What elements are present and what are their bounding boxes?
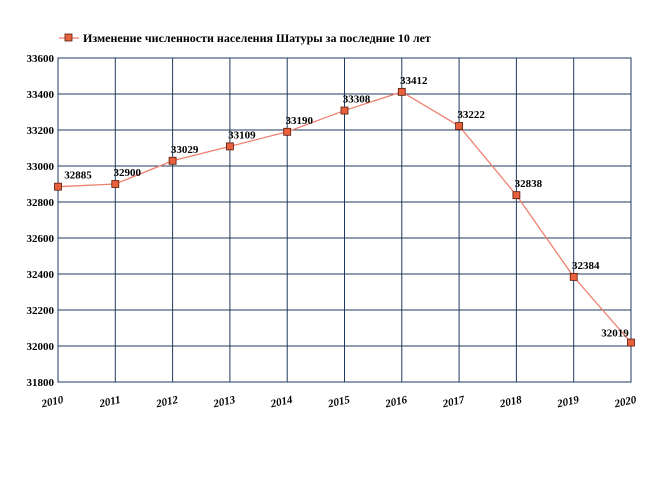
data-label: 33222 bbox=[457, 109, 485, 121]
data-point bbox=[512, 191, 521, 200]
x-tick-label: 2015 bbox=[326, 394, 351, 411]
data-point bbox=[569, 272, 578, 281]
data-label: 32019 bbox=[601, 328, 629, 340]
y-tick-label: 33200 bbox=[27, 125, 55, 137]
data-point bbox=[54, 182, 62, 191]
data-point bbox=[225, 142, 234, 151]
y-tick-label: 31800 bbox=[27, 377, 55, 389]
data-label: 32838 bbox=[515, 178, 543, 190]
data-point bbox=[111, 180, 120, 188]
data-label: 32900 bbox=[114, 167, 142, 179]
x-tick-label: 2016 bbox=[383, 394, 408, 411]
data-label: 32885 bbox=[64, 170, 92, 182]
legend-label: Изменение численности населения Шатуры з… bbox=[83, 31, 431, 45]
y-tick-label: 32600 bbox=[27, 233, 55, 245]
x-tick-label: 2013 bbox=[211, 394, 236, 411]
y-tick-label: 33600 bbox=[27, 53, 55, 65]
x-tick-label: 2020 bbox=[613, 394, 638, 411]
legend-marker bbox=[64, 33, 73, 42]
data-label: 33190 bbox=[285, 115, 313, 127]
y-tick-label: 32400 bbox=[27, 269, 55, 281]
data-label: 33308 bbox=[343, 94, 371, 106]
x-tick-label: 2011 bbox=[97, 394, 121, 410]
legend: Изменение численности населения Шатуры з… bbox=[59, 31, 431, 45]
data-point bbox=[168, 156, 177, 165]
x-tick-label: 2010 bbox=[40, 394, 65, 411]
data-point bbox=[283, 127, 292, 136]
data-label: 33412 bbox=[400, 75, 428, 87]
data-label: 32384 bbox=[572, 260, 600, 272]
y-tick-label: 32000 bbox=[27, 341, 55, 353]
y-tick-label: 32800 bbox=[27, 197, 55, 209]
x-tick-label: 2018 bbox=[498, 394, 523, 411]
y-tick-label: 33000 bbox=[27, 161, 55, 173]
data-point bbox=[627, 338, 635, 347]
plot-area: 31800 32000 32200 32400 32600 32800 33000 33200… bbox=[27, 53, 638, 410]
x-tick-label: 2012 bbox=[154, 394, 179, 411]
data-point bbox=[455, 122, 464, 130]
data-point bbox=[340, 106, 349, 115]
data-label: 33109 bbox=[228, 129, 256, 141]
x-tick-label: 2014 bbox=[269, 394, 294, 411]
y-tick-label: 32200 bbox=[27, 305, 55, 317]
y-tick-label: 33400 bbox=[27, 89, 55, 101]
data-label: 33029 bbox=[171, 144, 199, 156]
x-tick-label: 2019 bbox=[555, 394, 580, 411]
x-tick-label: 2017 bbox=[441, 394, 466, 411]
data-point bbox=[397, 87, 406, 96]
